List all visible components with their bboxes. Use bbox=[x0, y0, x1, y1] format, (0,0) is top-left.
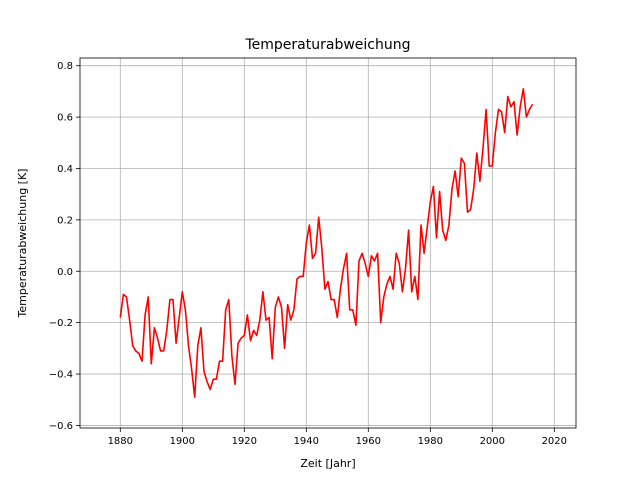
grid-lines bbox=[80, 58, 576, 428]
x-tick-label: 1980 bbox=[418, 436, 443, 447]
x-tick-label: 1880 bbox=[108, 436, 133, 447]
y-tick-label: 0.0 bbox=[57, 267, 73, 278]
y-tick-label: 0.4 bbox=[57, 164, 73, 175]
x-tick-label: 1920 bbox=[232, 436, 257, 447]
y-axis-label: Temperaturabweichung [K] bbox=[16, 169, 29, 319]
axis-ticks: 1880 1900 1920 1940 1960 1980 2000 2020 −0.6 −0.4… bbox=[49, 61, 567, 447]
y-tick-label: −0.4 bbox=[49, 370, 73, 381]
y-tick-label: 0.2 bbox=[57, 215, 73, 226]
plot-frame bbox=[79, 57, 577, 429]
y-tick-label: −0.2 bbox=[49, 318, 73, 329]
y-tick-label: −0.6 bbox=[49, 421, 73, 432]
x-tick-label: 1940 bbox=[294, 436, 319, 447]
chart-title: Temperaturabweichung bbox=[245, 37, 411, 53]
y-tick-label: 0.8 bbox=[57, 61, 73, 72]
x-axis-label: Zeit [Jahr] bbox=[300, 457, 355, 470]
x-tick-label: 2000 bbox=[480, 436, 505, 447]
x-tick-label: 2020 bbox=[542, 436, 567, 447]
x-tick-label: 1960 bbox=[356, 436, 381, 447]
series-group bbox=[119, 88, 534, 398]
y-tick-label: 0.6 bbox=[57, 113, 73, 124]
x-tick-label: 1900 bbox=[170, 436, 195, 447]
series-line bbox=[119, 88, 534, 398]
